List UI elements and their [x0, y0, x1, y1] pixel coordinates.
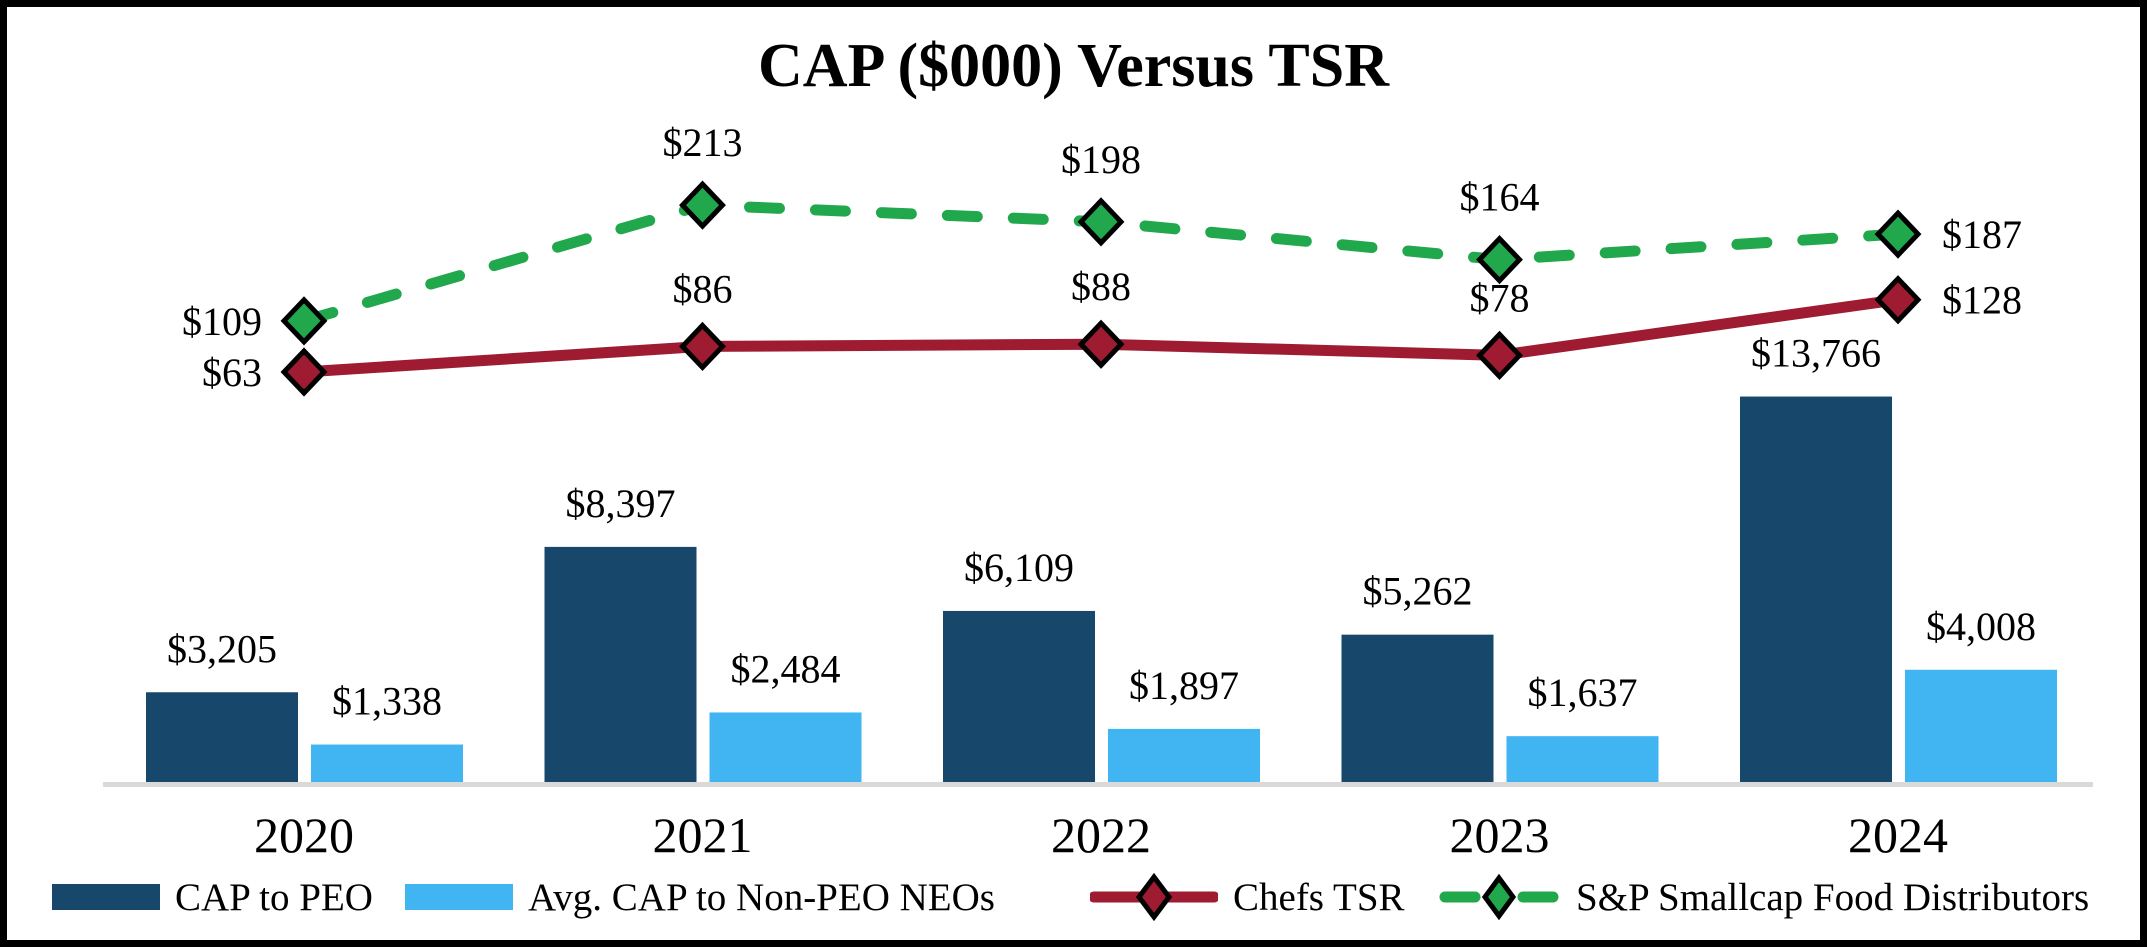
tsr-marker-s-p-smallcap-food-distributors-2022 — [1077, 197, 1125, 247]
tsr-marker-chefs-tsr-2022 — [1077, 319, 1125, 369]
tsr-value-label-chefs-tsr-2020: $63 — [202, 350, 262, 395]
bar-cap-to-peo-2020 — [146, 692, 298, 782]
bar-value-label-cap-to-peo-2020: $3,205 — [167, 626, 277, 671]
bar-value-label-cap-to-peo-2023: $5,262 — [1363, 569, 1473, 614]
chart-title: CAP ($000) Versus TSR — [757, 32, 1390, 100]
tsr-marker-chefs-tsr-2024 — [1874, 275, 1922, 325]
year-label-2023: 2023 — [1450, 807, 1550, 863]
legend-label-chefs-tsr: Chefs TSR — [1233, 875, 1405, 919]
bar-cap-to-peo-2021 — [544, 546, 697, 782]
bar-avg-cap-to-non-peo-neos-2024 — [1905, 669, 2057, 782]
year-label-2020: 2020 — [254, 807, 354, 863]
tsr-marker-s-p-smallcap-food-distributors-2024 — [1874, 209, 1922, 259]
tsr-value-label-s-p-smallcap-food-distributors-2022: $198 — [1061, 137, 1141, 182]
chart-plot-area: $3,205 $8,397 $6,109 $5,262 $13,766 $1,338 $2,… — [103, 120, 2093, 863]
bar-value-label-avg-cap-to-non-peo-neos-2024: $4,008 — [1926, 604, 2036, 649]
bar-cap-to-peo-2023 — [1341, 634, 1494, 782]
tsr-value-label-chefs-tsr-2022: $88 — [1071, 264, 1131, 309]
tsr-marker-chefs-tsr-2021 — [679, 321, 726, 372]
bar-cap-to-peo-2022 — [943, 610, 1095, 782]
tsr-marker-s-p-smallcap-food-distributors-2021 — [679, 180, 726, 230]
bar-value-label-avg-cap-to-non-peo-neos-2020: $1,338 — [332, 679, 442, 724]
bar-cap-to-peo-2024 — [1740, 396, 1892, 782]
legend-label-sp-smallcap-food-distributors: S&P Smallcap Food Distributors — [1576, 875, 2090, 919]
legend-label-cap-to-peo: CAP to PEO — [175, 875, 373, 919]
year-label-2022: 2022 — [1051, 807, 1151, 863]
tsr-value-label-s-p-smallcap-food-distributors-2020: $109 — [182, 299, 262, 344]
legend-item-chefs-tsr: Chefs TSR — [1090, 873, 1405, 921]
bar-value-label-cap-to-peo-2022: $6,109 — [964, 545, 1074, 590]
tsr-value-label-s-p-smallcap-food-distributors-2024: $187 — [1942, 212, 2022, 257]
legend-item-sp-smallcap-food-distributors: S&P Smallcap Food Distributors — [1437, 873, 2089, 921]
bar-avg-cap-to-non-peo-neos-2022 — [1108, 728, 1260, 782]
tsr-value-label-s-p-smallcap-food-distributors-2023: $164 — [1460, 175, 1540, 220]
legend-item-avg-cap-non-peo-neos: Avg. CAP to Non-PEO NEOs — [405, 873, 995, 921]
tsr-marker-chefs-tsr-2023 — [1476, 330, 1523, 380]
legend-label-avg-cap-non-peo-neos: Avg. CAP to Non-PEO NEOs — [528, 875, 995, 919]
bar-avg-cap-to-non-peo-neos-2023 — [1506, 736, 1659, 782]
bar-value-label-cap-to-peo-2024: $13,766 — [1751, 331, 1881, 376]
legend-swatch-cap-to-peo — [52, 884, 160, 910]
bar-value-label-cap-to-peo-2021: $8,397 — [566, 481, 676, 526]
chart-legend: CAP to PEO Avg. CAP to Non-PEO NEOs Chef… — [7, 873, 2140, 921]
bar-avg-cap-to-non-peo-neos-2020 — [311, 744, 463, 782]
legend-swatch-avg-cap-non-peo-neos — [405, 884, 513, 910]
year-label-2024: 2024 — [1848, 807, 1948, 863]
bar-value-label-avg-cap-to-non-peo-neos-2021: $2,484 — [731, 646, 841, 691]
tsr-marker-s-p-smallcap-food-distributors-2023 — [1476, 235, 1523, 285]
tsr-marker-s-p-smallcap-food-distributors-2020 — [280, 296, 328, 346]
bar-value-label-avg-cap-to-non-peo-neos-2023: $1,637 — [1528, 670, 1638, 715]
tsr-value-label-chefs-tsr-2024: $128 — [1942, 278, 2022, 323]
legend-swatch-sp-smallcap-dashed-line-icon — [1439, 873, 1559, 921]
bar-avg-cap-to-non-peo-neos-2021 — [709, 712, 862, 782]
bar-value-label-avg-cap-to-non-peo-neos-2022: $1,897 — [1129, 663, 1239, 708]
year-label-2021: 2021 — [653, 807, 753, 863]
legend-item-cap-to-peo: CAP to PEO — [52, 873, 373, 921]
tsr-marker-chefs-tsr-2020 — [280, 347, 328, 397]
legend-swatch-chefs-tsr-line-icon — [1090, 873, 1218, 921]
tsr-value-label-s-p-smallcap-food-distributors-2021: $213 — [663, 120, 743, 165]
tsr-value-label-chefs-tsr-2021: $86 — [673, 266, 733, 311]
